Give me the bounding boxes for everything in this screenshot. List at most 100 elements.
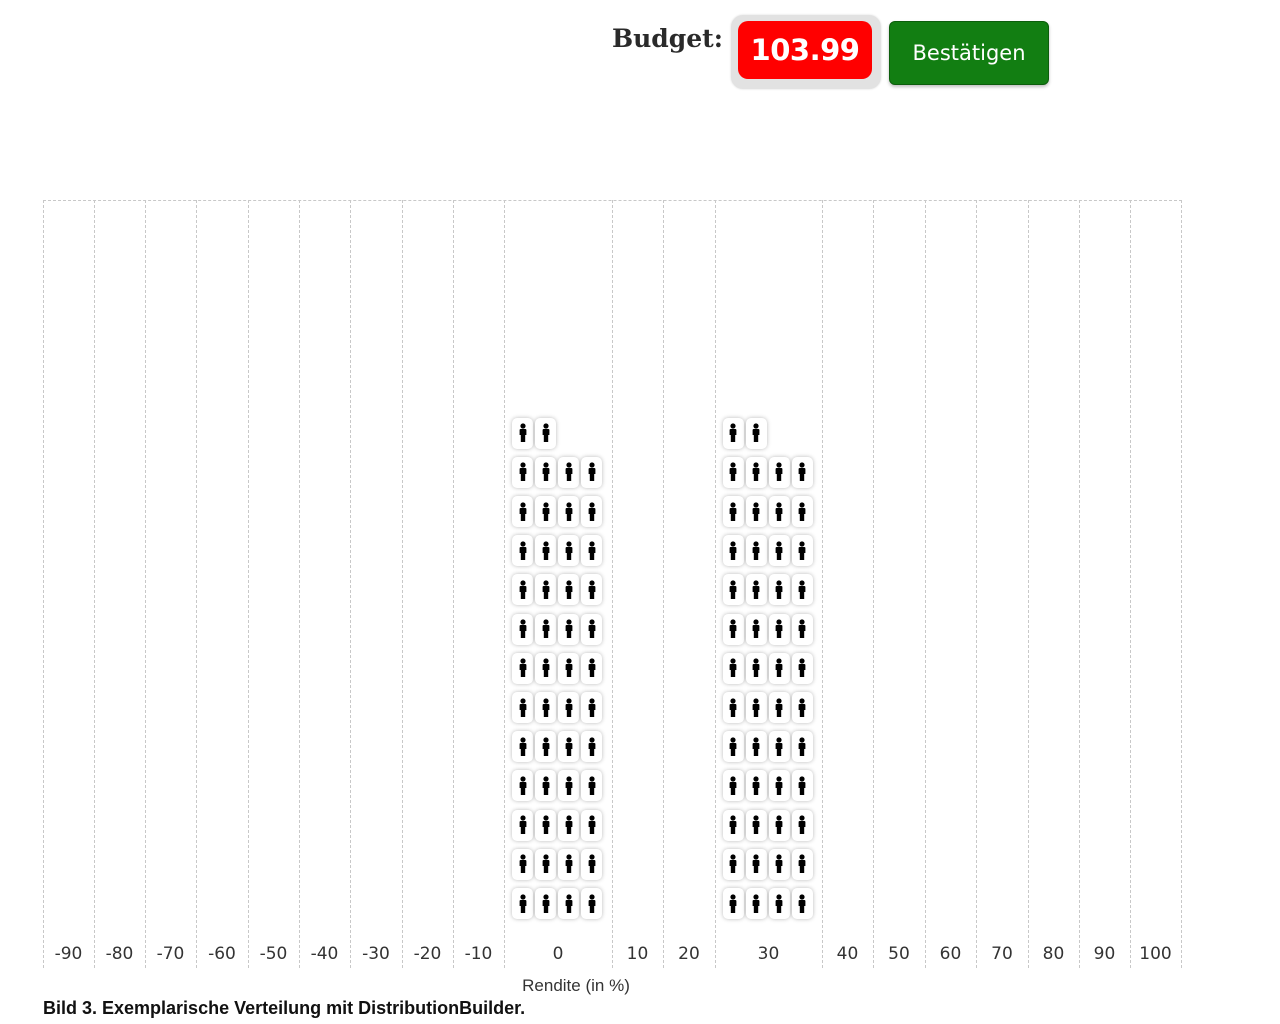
person-tile[interactable] — [745, 770, 767, 802]
person-tile[interactable] — [581, 848, 602, 880]
person-tile[interactable] — [791, 731, 813, 763]
person-tile[interactable] — [791, 809, 813, 841]
person-tile[interactable] — [745, 731, 767, 763]
person-tile[interactable] — [512, 809, 533, 841]
person-tile[interactable] — [722, 652, 744, 684]
person-tile[interactable] — [768, 888, 790, 919]
person-tile[interactable] — [768, 613, 790, 645]
person-tile[interactable] — [512, 731, 533, 763]
confirm-button[interactable]: Bestätigen — [889, 21, 1049, 85]
person-tile[interactable] — [768, 496, 790, 527]
person-tile[interactable] — [581, 692, 602, 723]
person-tile[interactable] — [722, 535, 744, 567]
person-tile[interactable] — [768, 652, 790, 684]
person-tile[interactable] — [535, 496, 556, 527]
person-tile[interactable] — [558, 731, 579, 763]
person-tile[interactable] — [512, 848, 533, 880]
person-tile[interactable] — [722, 692, 744, 723]
person-tile[interactable] — [768, 731, 790, 763]
person-tile[interactable] — [512, 456, 533, 488]
person-tile[interactable] — [512, 417, 533, 449]
person-tile[interactable] — [745, 809, 767, 841]
person-tile[interactable] — [512, 496, 533, 527]
person-tile[interactable] — [791, 613, 813, 645]
person-tile[interactable] — [745, 574, 767, 606]
person-tile[interactable] — [512, 692, 533, 723]
person-tile[interactable] — [558, 809, 579, 841]
person-tile[interactable] — [535, 888, 556, 919]
person-tile[interactable] — [722, 809, 744, 841]
person-tile[interactable] — [745, 417, 767, 449]
person-tile[interactable] — [745, 848, 767, 880]
person-tile[interactable] — [535, 770, 556, 802]
person-tile[interactable] — [791, 652, 813, 684]
person-tile[interactable] — [535, 652, 556, 684]
person-tile[interactable] — [791, 456, 813, 488]
person-tile[interactable] — [791, 692, 813, 723]
person-tile[interactable] — [512, 888, 533, 919]
person-tile[interactable] — [722, 731, 744, 763]
person-tile[interactable] — [768, 574, 790, 606]
person-tile[interactable] — [745, 496, 767, 527]
person-tile[interactable] — [512, 770, 533, 802]
person-tile[interactable] — [535, 809, 556, 841]
person-tile[interactable] — [768, 535, 790, 567]
person-tile[interactable] — [791, 770, 813, 802]
person-tile[interactable] — [558, 613, 579, 645]
person-tile[interactable] — [581, 809, 602, 841]
person-tile[interactable] — [791, 496, 813, 527]
person-tile[interactable] — [581, 888, 602, 919]
person-tile[interactable] — [558, 496, 579, 527]
person-tile[interactable] — [558, 888, 579, 919]
person-tile[interactable] — [535, 692, 556, 723]
person-tile[interactable] — [558, 574, 579, 606]
person-tile[interactable] — [512, 535, 533, 567]
person-tile[interactable] — [581, 652, 602, 684]
person-tile[interactable] — [558, 456, 579, 488]
person-tile[interactable] — [581, 535, 602, 567]
person-tile[interactable] — [581, 456, 602, 488]
person-tile[interactable] — [722, 770, 744, 802]
person-tile[interactable] — [768, 456, 790, 488]
person-tile[interactable] — [745, 888, 767, 919]
person-tile[interactable] — [745, 613, 767, 645]
person-tile[interactable] — [581, 770, 602, 802]
person-tile[interactable] — [722, 848, 744, 880]
person-tile[interactable] — [791, 888, 813, 919]
person-tile[interactable] — [768, 848, 790, 880]
person-tile[interactable] — [768, 692, 790, 723]
person-tile[interactable] — [558, 535, 579, 567]
person-tile[interactable] — [581, 574, 602, 606]
person-tile[interactable] — [791, 574, 813, 606]
person-tile[interactable] — [745, 652, 767, 684]
person-tile[interactable] — [558, 848, 579, 880]
person-tile[interactable] — [745, 692, 767, 723]
person-tile[interactable] — [581, 496, 602, 527]
person-tile[interactable] — [558, 652, 579, 684]
person-tile[interactable] — [535, 731, 556, 763]
person-tile[interactable] — [535, 613, 556, 645]
person-tile[interactable] — [581, 731, 602, 763]
person-tile[interactable] — [791, 535, 813, 567]
person-tile[interactable] — [558, 692, 579, 723]
person-tile[interactable] — [722, 613, 744, 645]
person-tile[interactable] — [722, 417, 744, 449]
person-tile[interactable] — [768, 809, 790, 841]
person-tile[interactable] — [535, 456, 556, 488]
person-tile[interactable] — [722, 496, 744, 527]
person-tile[interactable] — [512, 652, 533, 684]
person-tile[interactable] — [512, 613, 533, 645]
person-tile[interactable] — [535, 574, 556, 606]
person-tile[interactable] — [535, 535, 556, 567]
person-tile[interactable] — [722, 574, 744, 606]
person-tile[interactable] — [745, 456, 767, 488]
person-tile[interactable] — [512, 574, 533, 606]
person-tile[interactable] — [581, 613, 602, 645]
person-tile[interactable] — [722, 888, 744, 919]
person-tile[interactable] — [791, 848, 813, 880]
person-tile[interactable] — [535, 417, 556, 449]
person-tile[interactable] — [768, 770, 790, 802]
person-tile[interactable] — [745, 535, 767, 567]
person-tile[interactable] — [535, 848, 556, 880]
person-tile[interactable] — [722, 456, 744, 488]
